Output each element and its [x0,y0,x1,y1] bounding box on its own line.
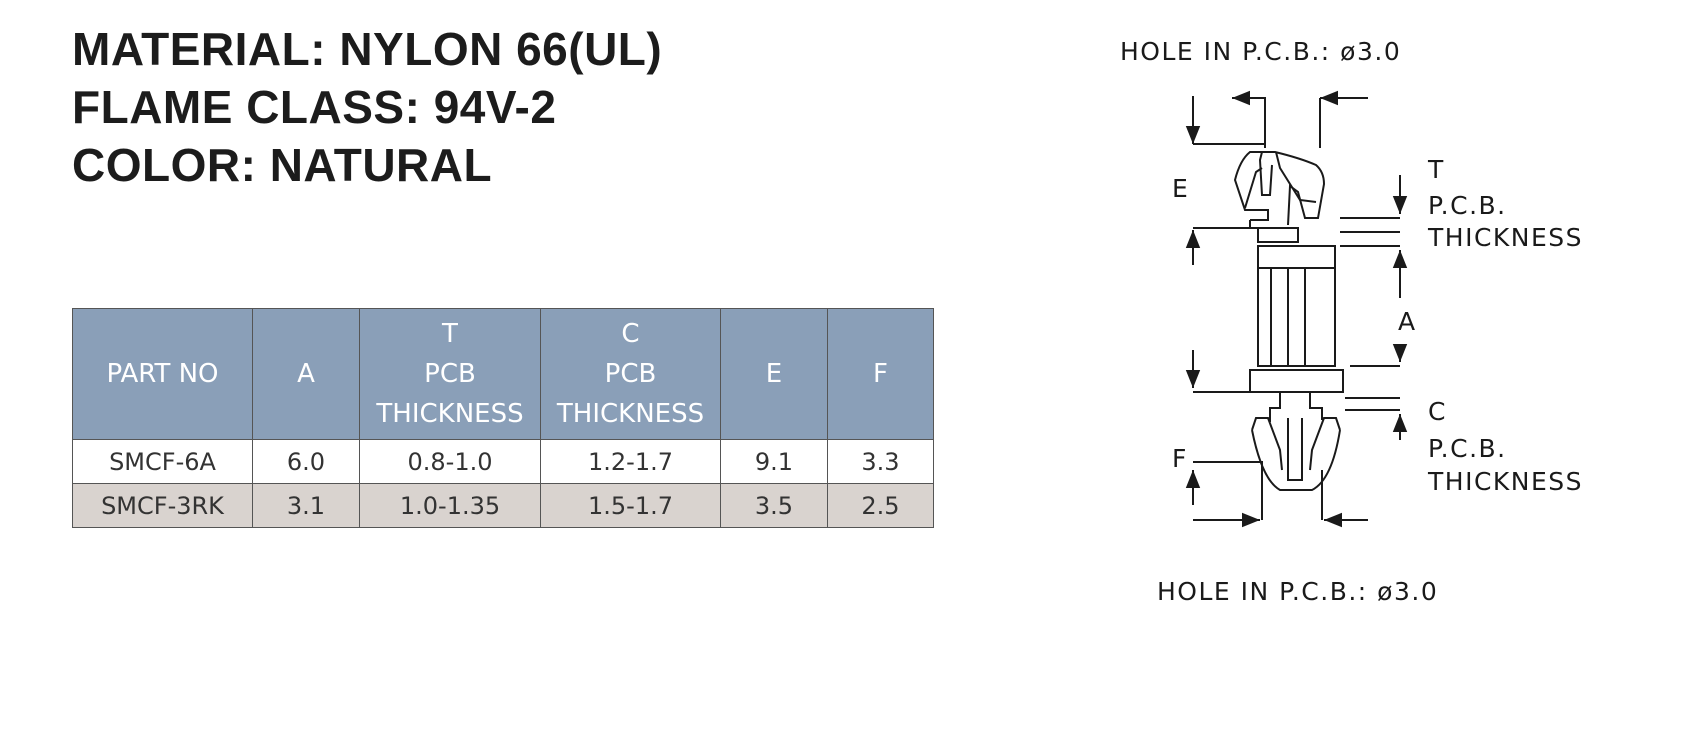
dimension-t-label: T [1427,155,1445,184]
parts-table: PART NO A T PCB THICKNESS C PCB THICKNES… [72,308,934,528]
hole-top-label: HOLE IN P.C.B.: ø3.0 [1120,37,1401,66]
header-t-pcb-thickness: T PCB THICKNESS [359,308,541,440]
header-a: A [252,308,360,440]
table-row: SMCF-6A 6.0 0.8-1.0 1.2-1.7 9.1 3.3 [72,439,934,484]
color-spec: COLOR: NATURAL [72,139,493,191]
spec-block: MATERIAL: NYLON 66(UL) FLAME CLASS: 94V-… [72,20,662,194]
cell-a: 3.1 [252,483,360,528]
cell-t: 0.8-1.0 [359,439,541,484]
pcb-top-label: P.C.B. [1428,191,1507,220]
flame-class-spec: FLAME CLASS: 94V-2 [72,81,557,133]
header-e: E [720,308,828,440]
dimension-lines [1185,90,1408,528]
material-spec: MATERIAL: NYLON 66(UL) [72,23,663,75]
header-c-pcb-thickness: C PCB THICKNESS [540,308,721,440]
hole-bottom-label: HOLE IN P.C.B.: ø3.0 [1157,577,1438,606]
table-row: SMCF-3RK 3.1 1.0-1.35 1.5-1.7 3.5 2.5 [72,483,934,528]
dimension-f-label: F [1172,444,1188,473]
cell-e: 3.5 [720,483,828,528]
cell-part-no: SMCF-3RK [72,483,253,528]
table-header-row: PART NO A T PCB THICKNESS C PCB THICKNES… [72,308,934,440]
dimension-e-label: E [1172,174,1189,203]
cell-f: 2.5 [827,483,934,528]
cell-e: 9.1 [720,439,828,484]
header-f: F [827,308,934,440]
pcb-bottom-label: P.C.B. [1428,434,1507,463]
thickness-bottom-label: THICKNESS [1427,467,1583,496]
cell-c: 1.5-1.7 [540,483,721,528]
cell-f: 3.3 [827,439,934,484]
pcb-support-drawing: HOLE IN P.C.B.: ø3.0 HOLE IN P.C.B.: ø3.… [1120,37,1583,606]
header-part-no: PART NO [72,308,253,440]
support-outline [1233,151,1344,491]
dimension-a-label: A [1398,307,1417,336]
cell-t: 1.0-1.35 [359,483,541,528]
cell-a: 6.0 [252,439,360,484]
cell-part-no: SMCF-6A [72,439,253,484]
thickness-top-label: THICKNESS [1427,223,1583,252]
cell-c: 1.2-1.7 [540,439,721,484]
dimension-c-label: C [1428,397,1447,426]
